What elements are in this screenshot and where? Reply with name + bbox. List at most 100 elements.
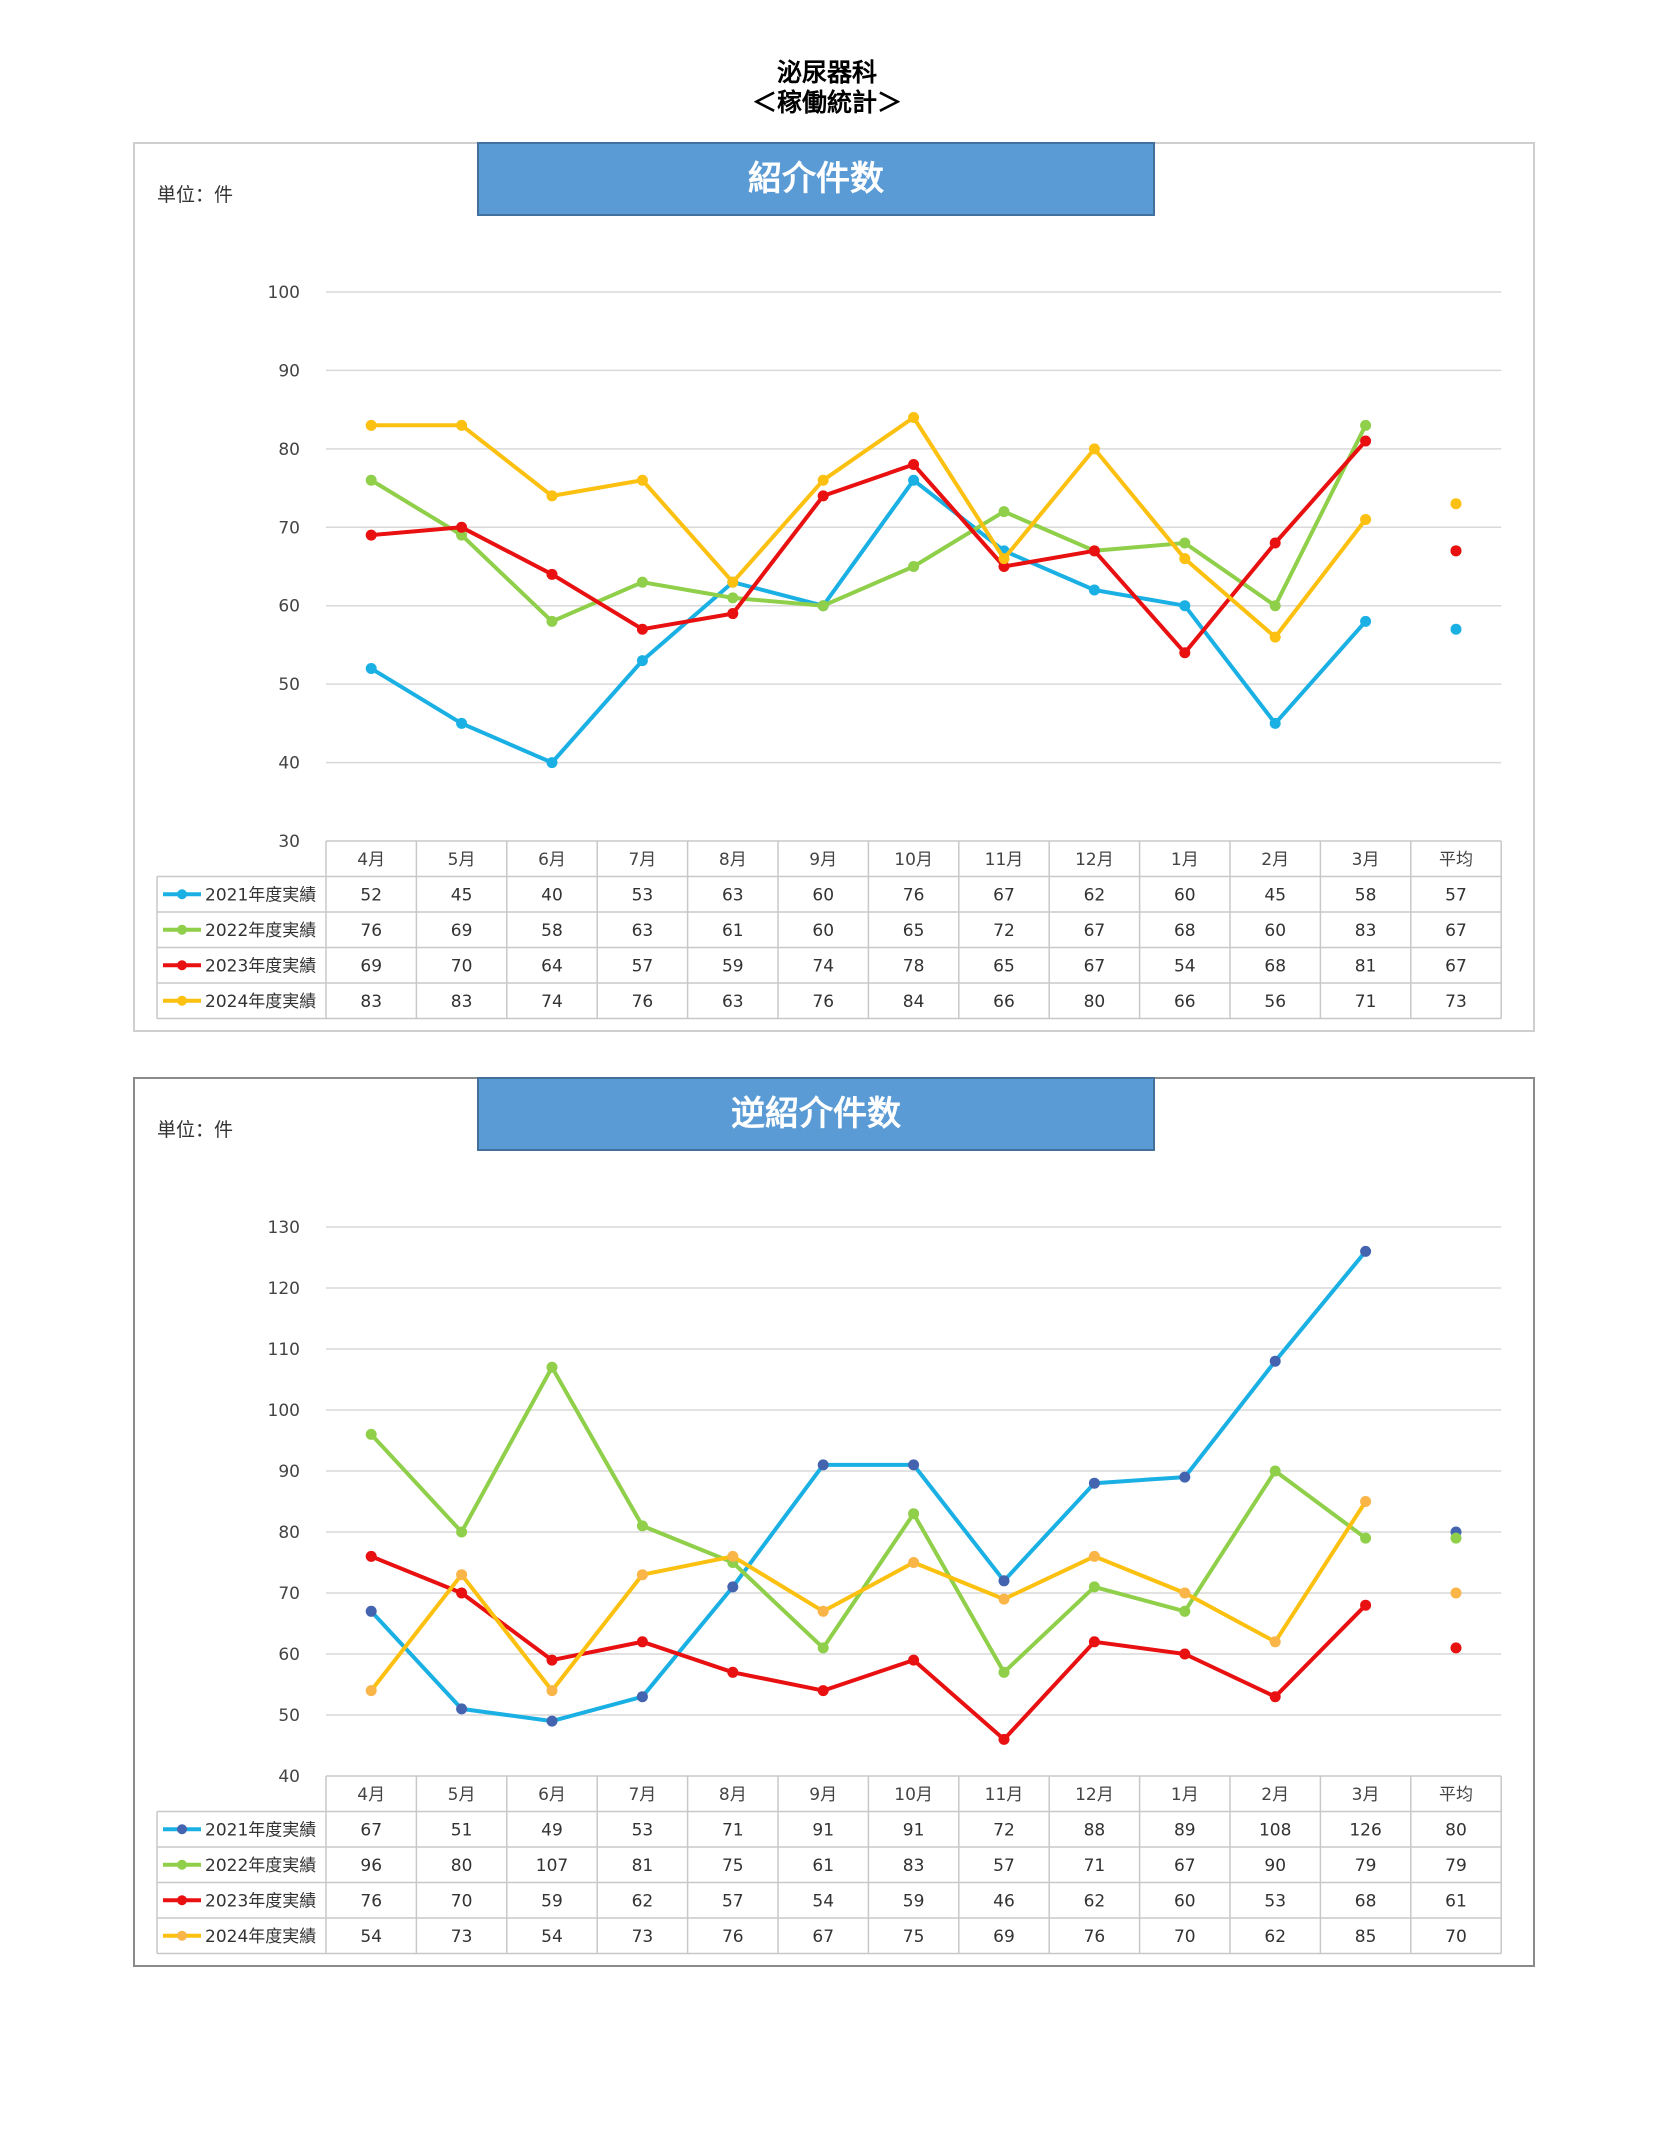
data-point xyxy=(365,1605,377,1617)
data-label: 63 xyxy=(722,886,744,906)
data-point xyxy=(998,1733,1010,1745)
x-tick-label: 10月 xyxy=(894,1785,933,1805)
data-point xyxy=(1360,1496,1372,1507)
data-point xyxy=(456,521,468,533)
chart-title: 紹介件数 xyxy=(477,142,1155,216)
data-point xyxy=(1088,545,1100,557)
data-point xyxy=(998,1575,1010,1587)
average-point xyxy=(1450,623,1462,635)
unit-label: 単位：件 xyxy=(157,1119,234,1141)
data-point xyxy=(1088,1581,1100,1593)
data-label: 68 xyxy=(1174,921,1196,941)
data-point xyxy=(817,1685,829,1697)
data-label: 40 xyxy=(541,886,563,906)
data-point xyxy=(636,1569,648,1581)
x-tick-label: 2月 xyxy=(1261,850,1289,870)
data-label: 56 xyxy=(1264,992,1286,1012)
data-label: 76 xyxy=(632,992,654,1012)
y-tick-label: 60 xyxy=(278,1645,300,1665)
data-label: 80 xyxy=(1445,1821,1467,1841)
data-label: 88 xyxy=(1084,1821,1106,1841)
data-label: 67 xyxy=(1445,921,1467,941)
data-point xyxy=(1179,1648,1191,1660)
data-point xyxy=(1088,1550,1100,1562)
data-label: 71 xyxy=(1084,1856,1106,1876)
data-point xyxy=(727,1666,739,1678)
y-tick-label: 60 xyxy=(278,597,300,617)
unit-label: 単位：件 xyxy=(157,184,234,206)
data-point xyxy=(727,608,739,620)
x-tick-label: 1月 xyxy=(1171,1785,1199,1805)
x-tick-label: 6月 xyxy=(538,850,566,870)
data-label: 66 xyxy=(993,992,1015,1012)
y-tick-label: 100 xyxy=(268,283,300,303)
data-point xyxy=(1179,553,1191,565)
data-label: 57 xyxy=(722,1892,744,1912)
data-point xyxy=(817,1642,829,1654)
data-label: 90 xyxy=(1264,1856,1286,1876)
data-label: 69 xyxy=(360,957,382,977)
data-label: 60 xyxy=(1264,921,1286,941)
series-line xyxy=(369,1250,1368,1724)
data-label: 54 xyxy=(1174,957,1196,977)
data-point xyxy=(998,506,1010,518)
series-line xyxy=(369,1365,1367,1675)
data-label: 73 xyxy=(451,1927,473,1947)
data-label: 59 xyxy=(722,957,744,977)
referral-line-chart: 30 40 50 60 70 80 90 100 4月 5月 6月 7月 8月 9月 10月 11月 12月 1月… xyxy=(156,283,1502,1020)
data-point xyxy=(998,553,1010,565)
data-point xyxy=(546,615,558,627)
data-label: 52 xyxy=(360,886,382,906)
data-point xyxy=(365,1550,377,1562)
data-label: 67 xyxy=(1084,921,1106,941)
data-point xyxy=(636,623,648,635)
data-point xyxy=(817,490,829,502)
data-label: 73 xyxy=(632,1927,654,1947)
data-label: 59 xyxy=(903,1892,925,1912)
legend-entry: 2024年度実績 xyxy=(205,992,316,1012)
data-label: 60 xyxy=(812,886,834,906)
x-tick-label: 4月 xyxy=(357,1785,385,1805)
data-label: 89 xyxy=(1174,1821,1196,1841)
data-point xyxy=(908,1508,920,1520)
data-point xyxy=(456,419,468,431)
x-tick-label: 10月 xyxy=(894,850,933,870)
data-label: 45 xyxy=(451,886,473,906)
data-label: 71 xyxy=(722,1821,744,1841)
data-label: 54 xyxy=(812,1892,834,1912)
data-label: 83 xyxy=(903,1856,925,1876)
data-label: 70 xyxy=(1445,1927,1467,1947)
data-point xyxy=(998,561,1010,572)
series-line xyxy=(370,478,1368,765)
x-tick-label: 7月 xyxy=(628,1785,656,1805)
x-tick-label: 12月 xyxy=(1075,1785,1114,1805)
data-label: 79 xyxy=(1355,1856,1377,1876)
data-label: 58 xyxy=(1355,886,1377,906)
data-label: 67 xyxy=(1174,1856,1196,1876)
data-point xyxy=(365,662,377,674)
legend-dot-marker xyxy=(177,889,187,900)
data-label: 76 xyxy=(1084,1927,1106,1947)
average-point xyxy=(1450,498,1462,510)
y-tick-label: 50 xyxy=(278,675,300,695)
data-label: 76 xyxy=(722,1927,744,1947)
data-label: 70 xyxy=(451,1892,473,1912)
data-point xyxy=(636,576,648,588)
x-tick-label: 11月 xyxy=(985,1785,1024,1805)
legend-entry: 2024年度実績 xyxy=(205,1927,316,1947)
data-point xyxy=(1269,1465,1281,1477)
y-tick-label: 90 xyxy=(278,361,300,381)
data-point xyxy=(1269,1636,1281,1648)
data-label: 58 xyxy=(541,921,563,941)
data-point xyxy=(817,474,829,486)
data-point xyxy=(365,1685,377,1697)
data-point xyxy=(546,568,558,580)
x-tick-label: 3月 xyxy=(1352,1785,1380,1805)
data-point xyxy=(1269,1691,1281,1703)
data-label: 51 xyxy=(451,1821,473,1841)
data-point xyxy=(1088,1636,1100,1648)
x-tick-label: 8月 xyxy=(719,850,747,870)
legend-dot-marker xyxy=(177,960,187,971)
data-label: 80 xyxy=(451,1856,473,1876)
data-point xyxy=(456,1569,468,1581)
